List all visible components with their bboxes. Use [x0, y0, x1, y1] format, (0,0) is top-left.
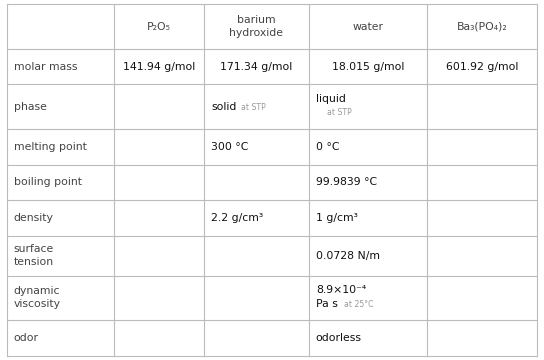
- Text: P₂O₅: P₂O₅: [147, 22, 171, 32]
- Text: 2.2 g/cm³: 2.2 g/cm³: [211, 213, 263, 223]
- Text: 0.0728 N/m: 0.0728 N/m: [316, 251, 380, 261]
- Text: 99.9839 °C: 99.9839 °C: [316, 177, 377, 187]
- Text: surface
tension: surface tension: [14, 244, 54, 267]
- Text: 8.9×10⁻⁴: 8.9×10⁻⁴: [316, 285, 366, 295]
- Text: at 25°C: at 25°C: [344, 300, 374, 309]
- Text: 0 °C: 0 °C: [316, 142, 339, 152]
- Text: Ba₃(PO₄)₂: Ba₃(PO₄)₂: [457, 22, 508, 32]
- Text: 601.92 g/mol: 601.92 g/mol: [446, 62, 518, 72]
- Text: odorless: odorless: [316, 333, 362, 343]
- Text: solid: solid: [211, 102, 237, 112]
- Text: melting point: melting point: [14, 142, 86, 152]
- Text: molar mass: molar mass: [14, 62, 77, 72]
- Text: dynamic
viscosity: dynamic viscosity: [14, 286, 60, 310]
- Text: 1 g/cm³: 1 g/cm³: [316, 213, 357, 223]
- Text: Pa s: Pa s: [316, 300, 338, 309]
- Text: water: water: [353, 22, 384, 32]
- Text: 171.34 g/mol: 171.34 g/mol: [220, 62, 293, 72]
- Text: odor: odor: [14, 333, 39, 343]
- Text: at STP: at STP: [241, 103, 266, 112]
- Text: boiling point: boiling point: [14, 177, 82, 187]
- Text: density: density: [14, 213, 53, 223]
- Text: barium
hydroxide: barium hydroxide: [230, 15, 283, 38]
- Text: 141.94 g/mol: 141.94 g/mol: [123, 62, 195, 72]
- Text: 18.015 g/mol: 18.015 g/mol: [332, 62, 404, 72]
- Text: liquid: liquid: [316, 94, 345, 104]
- Text: 300 °C: 300 °C: [211, 142, 249, 152]
- Text: at STP: at STP: [326, 108, 351, 117]
- Text: phase: phase: [14, 102, 46, 112]
